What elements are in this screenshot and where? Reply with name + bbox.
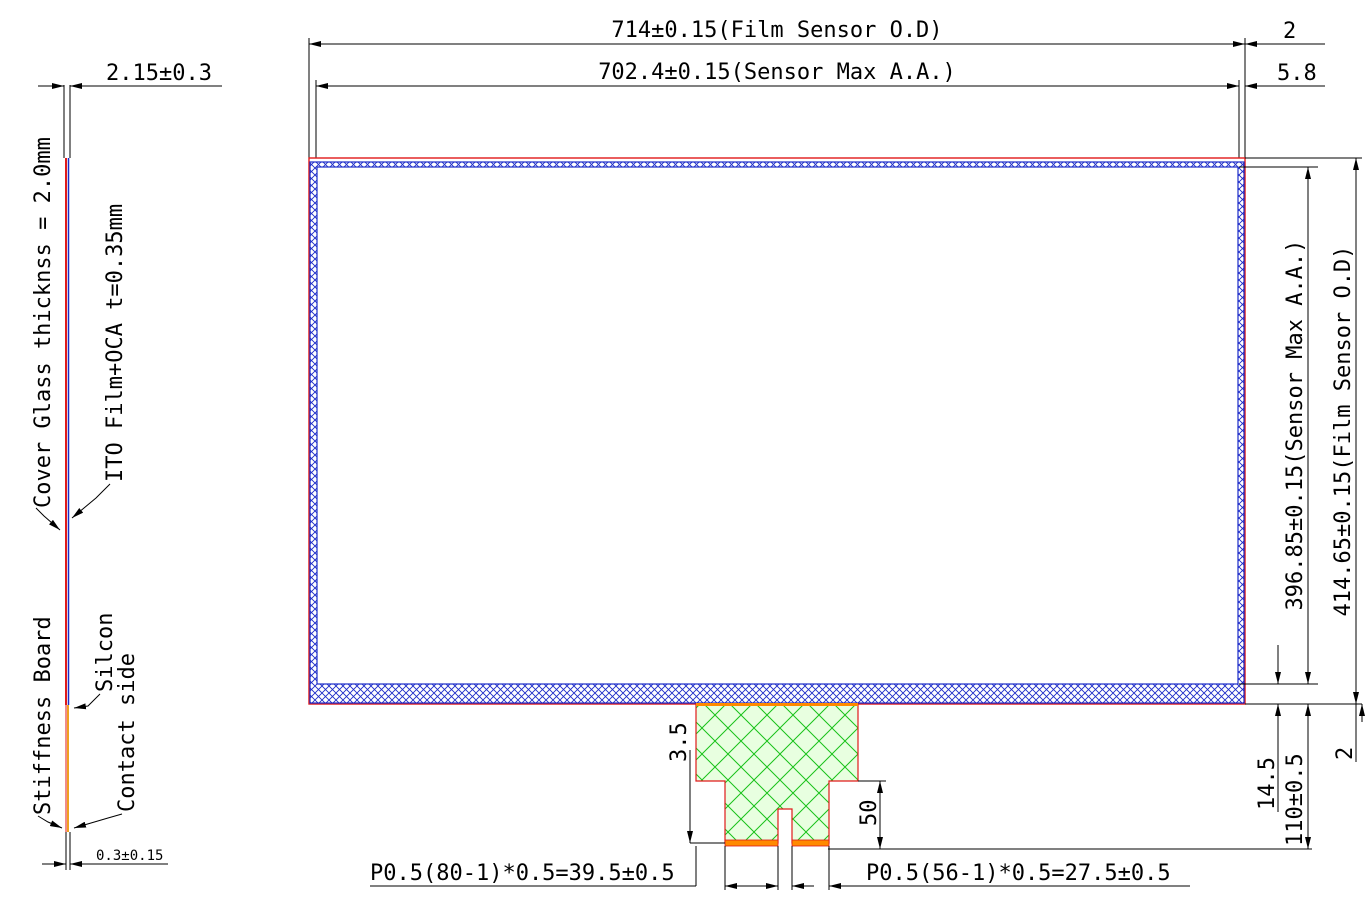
silcon-leader (73, 693, 101, 710)
contact-side-leader (73, 813, 123, 829)
side-thickness-label: 2.15±0.3 (106, 61, 212, 86)
stiffness-board-label: Stiffness Board (31, 616, 56, 815)
dim-2-label: 2 (1283, 19, 1296, 44)
ito-film-leader (71, 483, 111, 519)
contact-pads-right (791, 839, 830, 847)
fpc-body (695, 703, 859, 844)
contact-side-label: Contact side (115, 653, 140, 812)
film-width-label: 714±0.15(Film Sensor O.D) (611, 18, 942, 43)
side-bottom-label: 0.3±0.15 (96, 848, 163, 864)
contact-pads-left (724, 839, 779, 847)
side-view: 2.15±0.3 Cover Glass thicknss = 2.0mm IT… (31, 61, 222, 870)
active-area (316, 166, 1239, 685)
fpc-top-edge (696, 703, 858, 706)
dim-2b-label: 2 (1333, 747, 1358, 760)
pitch-right-label: P0.5(56-1)*0.5=27.5±0.5 (866, 861, 1171, 886)
stiffness-leader (37, 815, 63, 829)
cover-glass-leader (35, 507, 61, 531)
fpc-tail: 3.5 50 P0.5(80-1)*0.5=39.5±0.5 P0.5(56-1… (370, 703, 1190, 890)
pitch-left-label: P0.5(80-1)*0.5=39.5±0.5 (370, 861, 675, 886)
film-height-label: 414.65±0.15(Film Sensor O.D) (1331, 246, 1356, 617)
silcon-label: Silcon (93, 613, 118, 692)
dim-58-label: 5.8 (1277, 61, 1317, 86)
dim-50-label: 50 (857, 800, 882, 827)
dim-145-label: 14.5 (1255, 757, 1280, 810)
bottom-trace-hatch (310, 685, 1244, 703)
sensor-width-label: 702.4±0.15(Sensor Max A.A.) (598, 60, 956, 85)
dim-35-label: 3.5 (667, 722, 692, 762)
front-view: 714±0.15(Film Sensor O.D) 702.4±0.15(Sen… (308, 18, 1365, 850)
dim-110-label: 110±0.5 (1283, 753, 1308, 846)
cover-glass-label: Cover Glass thicknss = 2.0mm (31, 137, 56, 508)
sensor-height-label: 396.85±0.15(Sensor Max A.A.) (1283, 240, 1308, 611)
ito-film-label: ITO Film+OCA t=0.35mm (103, 204, 128, 482)
